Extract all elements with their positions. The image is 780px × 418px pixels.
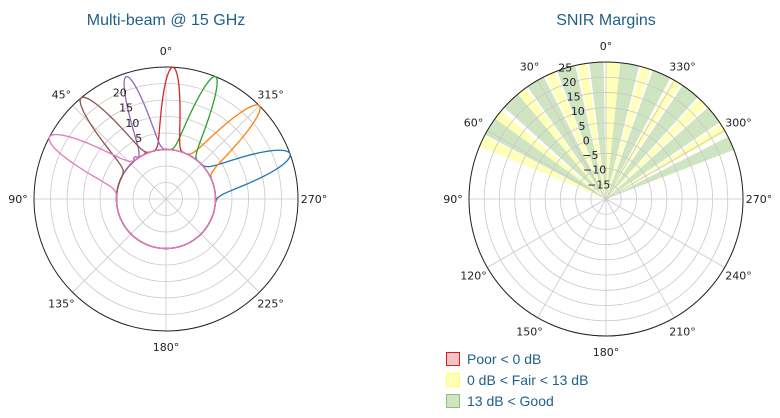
multibeam-angle-tick-label: 315°	[257, 88, 284, 101]
snir-sector-fair	[479, 135, 606, 199]
snir-grid-spoke	[487, 130, 607, 200]
snir-radial-tick-label: −5	[582, 149, 598, 162]
snir-angle-tick-label: 240°	[725, 270, 752, 283]
snir-radial-tick-label: −10	[583, 164, 606, 177]
multibeam-radial-tick-label: 10	[125, 117, 139, 130]
snir-sector-good	[527, 76, 606, 199]
snir-angle-tick-label: 180°	[593, 346, 620, 359]
snir-sector-fair	[545, 71, 606, 199]
legend-label-fair: 0 dB < Fair < 13 dB	[467, 371, 589, 388]
legend-swatch-poor	[446, 351, 460, 366]
multibeam-grid-spoke	[72, 105, 167, 200]
multibeam-radial-tick-label: 20	[113, 86, 127, 99]
multibeam-polar-grid	[33, 66, 299, 332]
snir-angle-tick-label: 30°	[520, 60, 540, 73]
snir-angle-tick-label: 90°	[443, 193, 463, 206]
multibeam-series-group	[48, 66, 291, 250]
snir-polar-grid	[468, 61, 744, 337]
snir-sector-good	[606, 62, 640, 199]
snir-angle-tick-label: 210°	[669, 326, 696, 339]
snir-outer-frame	[468, 61, 744, 337]
snir-angle-tick-labels: 0° 30° 60° 90° 120° 150° 180° 210° 240° 270° 300° 3…	[443, 40, 772, 359]
snir-sector-fair	[606, 79, 681, 199]
multibeam-radial-tick-label: 5	[135, 132, 142, 145]
snir-grid-spoke	[605, 198, 675, 318]
snir-sector-good	[606, 85, 698, 199]
snir-sector-fair	[606, 62, 621, 199]
snir-legend: Poor < 0 dB 0 dB < Fair < 13 dB 13 dB < …	[446, 349, 588, 412]
snir-angle-tick-label: 0°	[600, 40, 613, 53]
snir-radial-tick-label: −15	[587, 178, 610, 191]
multibeam-radial-tick-labels: 5 10 15 20	[113, 86, 142, 145]
snir-sector-fair	[606, 66, 651, 199]
snir-sector-good	[606, 70, 671, 199]
multibeam-series-line	[48, 133, 217, 250]
legend-swatch-fair	[446, 372, 460, 387]
multibeam-angle-tick-label: 90°	[8, 193, 28, 206]
snir-angle-tick-label: 120°	[460, 270, 487, 283]
snir-radial-tick-label: 0	[583, 134, 590, 147]
legend-item-good: 13 dB < Good	[446, 391, 588, 410]
snir-radial-tick-label: 15	[567, 91, 581, 104]
multibeam-angle-tick-label: 135°	[48, 298, 75, 311]
snir-grid-spoke	[605, 80, 675, 200]
legend-item-fair: 0 dB < Fair < 13 dB	[446, 370, 588, 389]
multibeam-grid-spoke	[72, 198, 167, 293]
multibeam-angle-tick-label: 225°	[257, 298, 284, 311]
multibeam-polar-chart: Multi-beam @ 15 GHz 5 10 15 20 0° 45° 90° 135°…	[8, 12, 327, 354]
snir-grid-spoke	[605, 198, 725, 268]
snir-angle-tick-label: 330°	[669, 60, 696, 73]
snir-radial-tick-label: 20	[562, 76, 576, 89]
snir-angle-tick-label: 60°	[464, 117, 484, 130]
snir-sector-good	[485, 118, 606, 199]
snir-grid-spoke	[605, 130, 725, 200]
snir-radial-tick-label: 5	[579, 120, 586, 133]
snir-sector-fair	[606, 124, 726, 199]
multibeam-grid-spoke	[165, 198, 260, 293]
multibeam-outer-frame	[33, 66, 299, 332]
multibeam-angle-tick-label: 0°	[160, 45, 173, 58]
snir-angle-tick-label: 270°	[746, 193, 773, 206]
multibeam-chart-title: Multi-beam @ 15 GHz	[87, 12, 246, 29]
multibeam-series-line	[79, 96, 217, 250]
multibeam-angle-tick-labels: 0° 45° 90° 135° 180° 225° 270° 315°	[8, 45, 327, 354]
multibeam-angle-tick-label: 270°	[301, 193, 328, 206]
snir-chart-title: SNIR Margins	[556, 12, 656, 29]
snir-sector-good	[606, 107, 720, 199]
snir-radial-tick-label: 25	[558, 61, 572, 74]
snir-sector-good	[504, 94, 606, 199]
snir-radial-tick-label: 10	[571, 105, 585, 118]
snir-sector-fair	[577, 63, 606, 199]
snir-grid-spoke	[487, 198, 607, 268]
snir-angle-tick-label: 300°	[725, 117, 752, 130]
multibeam-grid-spoke	[165, 105, 260, 200]
legend-label-poor: Poor < 0 dB	[467, 350, 542, 367]
snir-angle-tick-label: 150°	[516, 326, 543, 339]
legend-swatch-good	[446, 393, 460, 408]
snir-sector-good	[589, 62, 606, 199]
snir-grid-spoke	[537, 80, 607, 200]
legend-label-good: 13 dB < Good	[467, 392, 554, 409]
multibeam-radial-tick-label: 15	[119, 102, 133, 115]
multibeam-angle-tick-label: 180°	[153, 341, 180, 354]
legend-item-poor: Poor < 0 dB	[446, 349, 588, 368]
snir-grid-spoke	[537, 198, 607, 318]
multibeam-angle-tick-label: 45°	[52, 88, 72, 101]
